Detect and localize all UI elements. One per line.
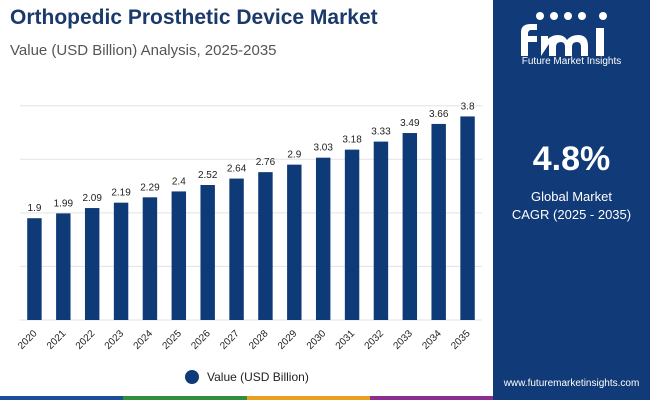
footer-segment-0 xyxy=(0,396,124,400)
cagr-label: Global Market CAGR (2025 - 2035) xyxy=(493,188,650,224)
x-tick-2030: 2030 xyxy=(305,328,329,352)
data-label-2029: 2.9 xyxy=(287,150,301,161)
legend-label: Value (USD Billion) xyxy=(207,370,309,384)
x-tick-2034: 2034 xyxy=(420,328,444,352)
x-tick-2035: 2035 xyxy=(449,328,473,352)
data-label-2031: 3.18 xyxy=(342,135,362,146)
data-label-2022: 2.09 xyxy=(82,193,102,204)
data-label-2021: 1.99 xyxy=(54,198,74,209)
data-label-2020: 1.9 xyxy=(27,203,41,214)
data-label-2026: 2.52 xyxy=(198,170,218,181)
x-tick-2033: 2033 xyxy=(391,328,415,352)
x-tick-2024: 2024 xyxy=(132,328,156,352)
chart-title: Orthopedic Prosthetic Device Market xyxy=(10,6,378,29)
footer-segment-2 xyxy=(246,396,370,400)
bar-2028 xyxy=(258,172,273,320)
bar-2021 xyxy=(56,213,71,320)
x-tick-2029: 2029 xyxy=(276,328,300,352)
x-tick-2027: 2027 xyxy=(218,328,242,352)
x-tick-2028: 2028 xyxy=(247,328,271,352)
bar-2035 xyxy=(460,116,475,320)
brand-panel: Future Market Insights 4.8% Global Marke… xyxy=(493,0,650,400)
cagr-label-line1: Global Market xyxy=(531,189,612,204)
data-label-2023: 2.19 xyxy=(111,188,131,199)
data-label-2027: 2.64 xyxy=(227,164,247,175)
legend-swatch xyxy=(185,370,199,384)
x-tick-2026: 2026 xyxy=(189,328,213,352)
bar-2025 xyxy=(171,191,187,320)
bar-2026 xyxy=(200,185,215,320)
footer-color-bar xyxy=(0,396,493,400)
bar-2029 xyxy=(287,164,302,320)
data-label-2028: 2.76 xyxy=(256,157,276,168)
bar-2030 xyxy=(315,157,331,320)
x-tick-2022: 2022 xyxy=(74,328,98,352)
data-label-2030: 3.03 xyxy=(313,143,333,154)
website-url[interactable]: www.futuremarketinsights.com xyxy=(503,378,640,389)
bar-2034 xyxy=(431,123,446,320)
x-tick-2025: 2025 xyxy=(160,328,184,352)
bar-2027 xyxy=(229,178,244,320)
data-label-2033: 3.49 xyxy=(400,118,420,129)
bar-2020 xyxy=(27,218,42,320)
footer-segment-3 xyxy=(369,396,493,400)
bar-2033 xyxy=(402,133,418,320)
bar-2031 xyxy=(344,149,360,320)
data-label-2032: 3.33 xyxy=(371,127,391,138)
bar-2024 xyxy=(142,197,158,320)
x-tick-2032: 2032 xyxy=(363,328,387,352)
footer-segment-1 xyxy=(123,396,247,400)
bar-2032 xyxy=(373,141,389,320)
x-tick-2020: 2020 xyxy=(16,328,40,352)
x-tick-2031: 2031 xyxy=(334,328,358,352)
chart-subtitle: Value (USD Billion) Analysis, 2025-2035 xyxy=(10,42,277,59)
bar-2023 xyxy=(113,202,129,320)
data-label-2034: 3.66 xyxy=(429,109,449,120)
cagr-label-line2: CAGR (2025 - 2035) xyxy=(511,207,632,222)
cagr-value: 4.8% xyxy=(532,140,611,178)
x-tick-2023: 2023 xyxy=(103,328,127,352)
data-label-2035: 3.8 xyxy=(461,101,475,112)
data-label-2024: 2.29 xyxy=(140,182,160,193)
bar-chart: 1.920201.9920212.0920222.1920232.2920242… xyxy=(16,101,482,352)
bar-2022 xyxy=(84,208,100,320)
data-label-2025: 2.4 xyxy=(172,176,186,187)
fmi-logo xyxy=(521,12,607,56)
x-tick-2021: 2021 xyxy=(45,328,69,352)
legend: Value (USD Billion) xyxy=(185,368,309,386)
logo-text: Future Market Insights xyxy=(521,56,622,67)
